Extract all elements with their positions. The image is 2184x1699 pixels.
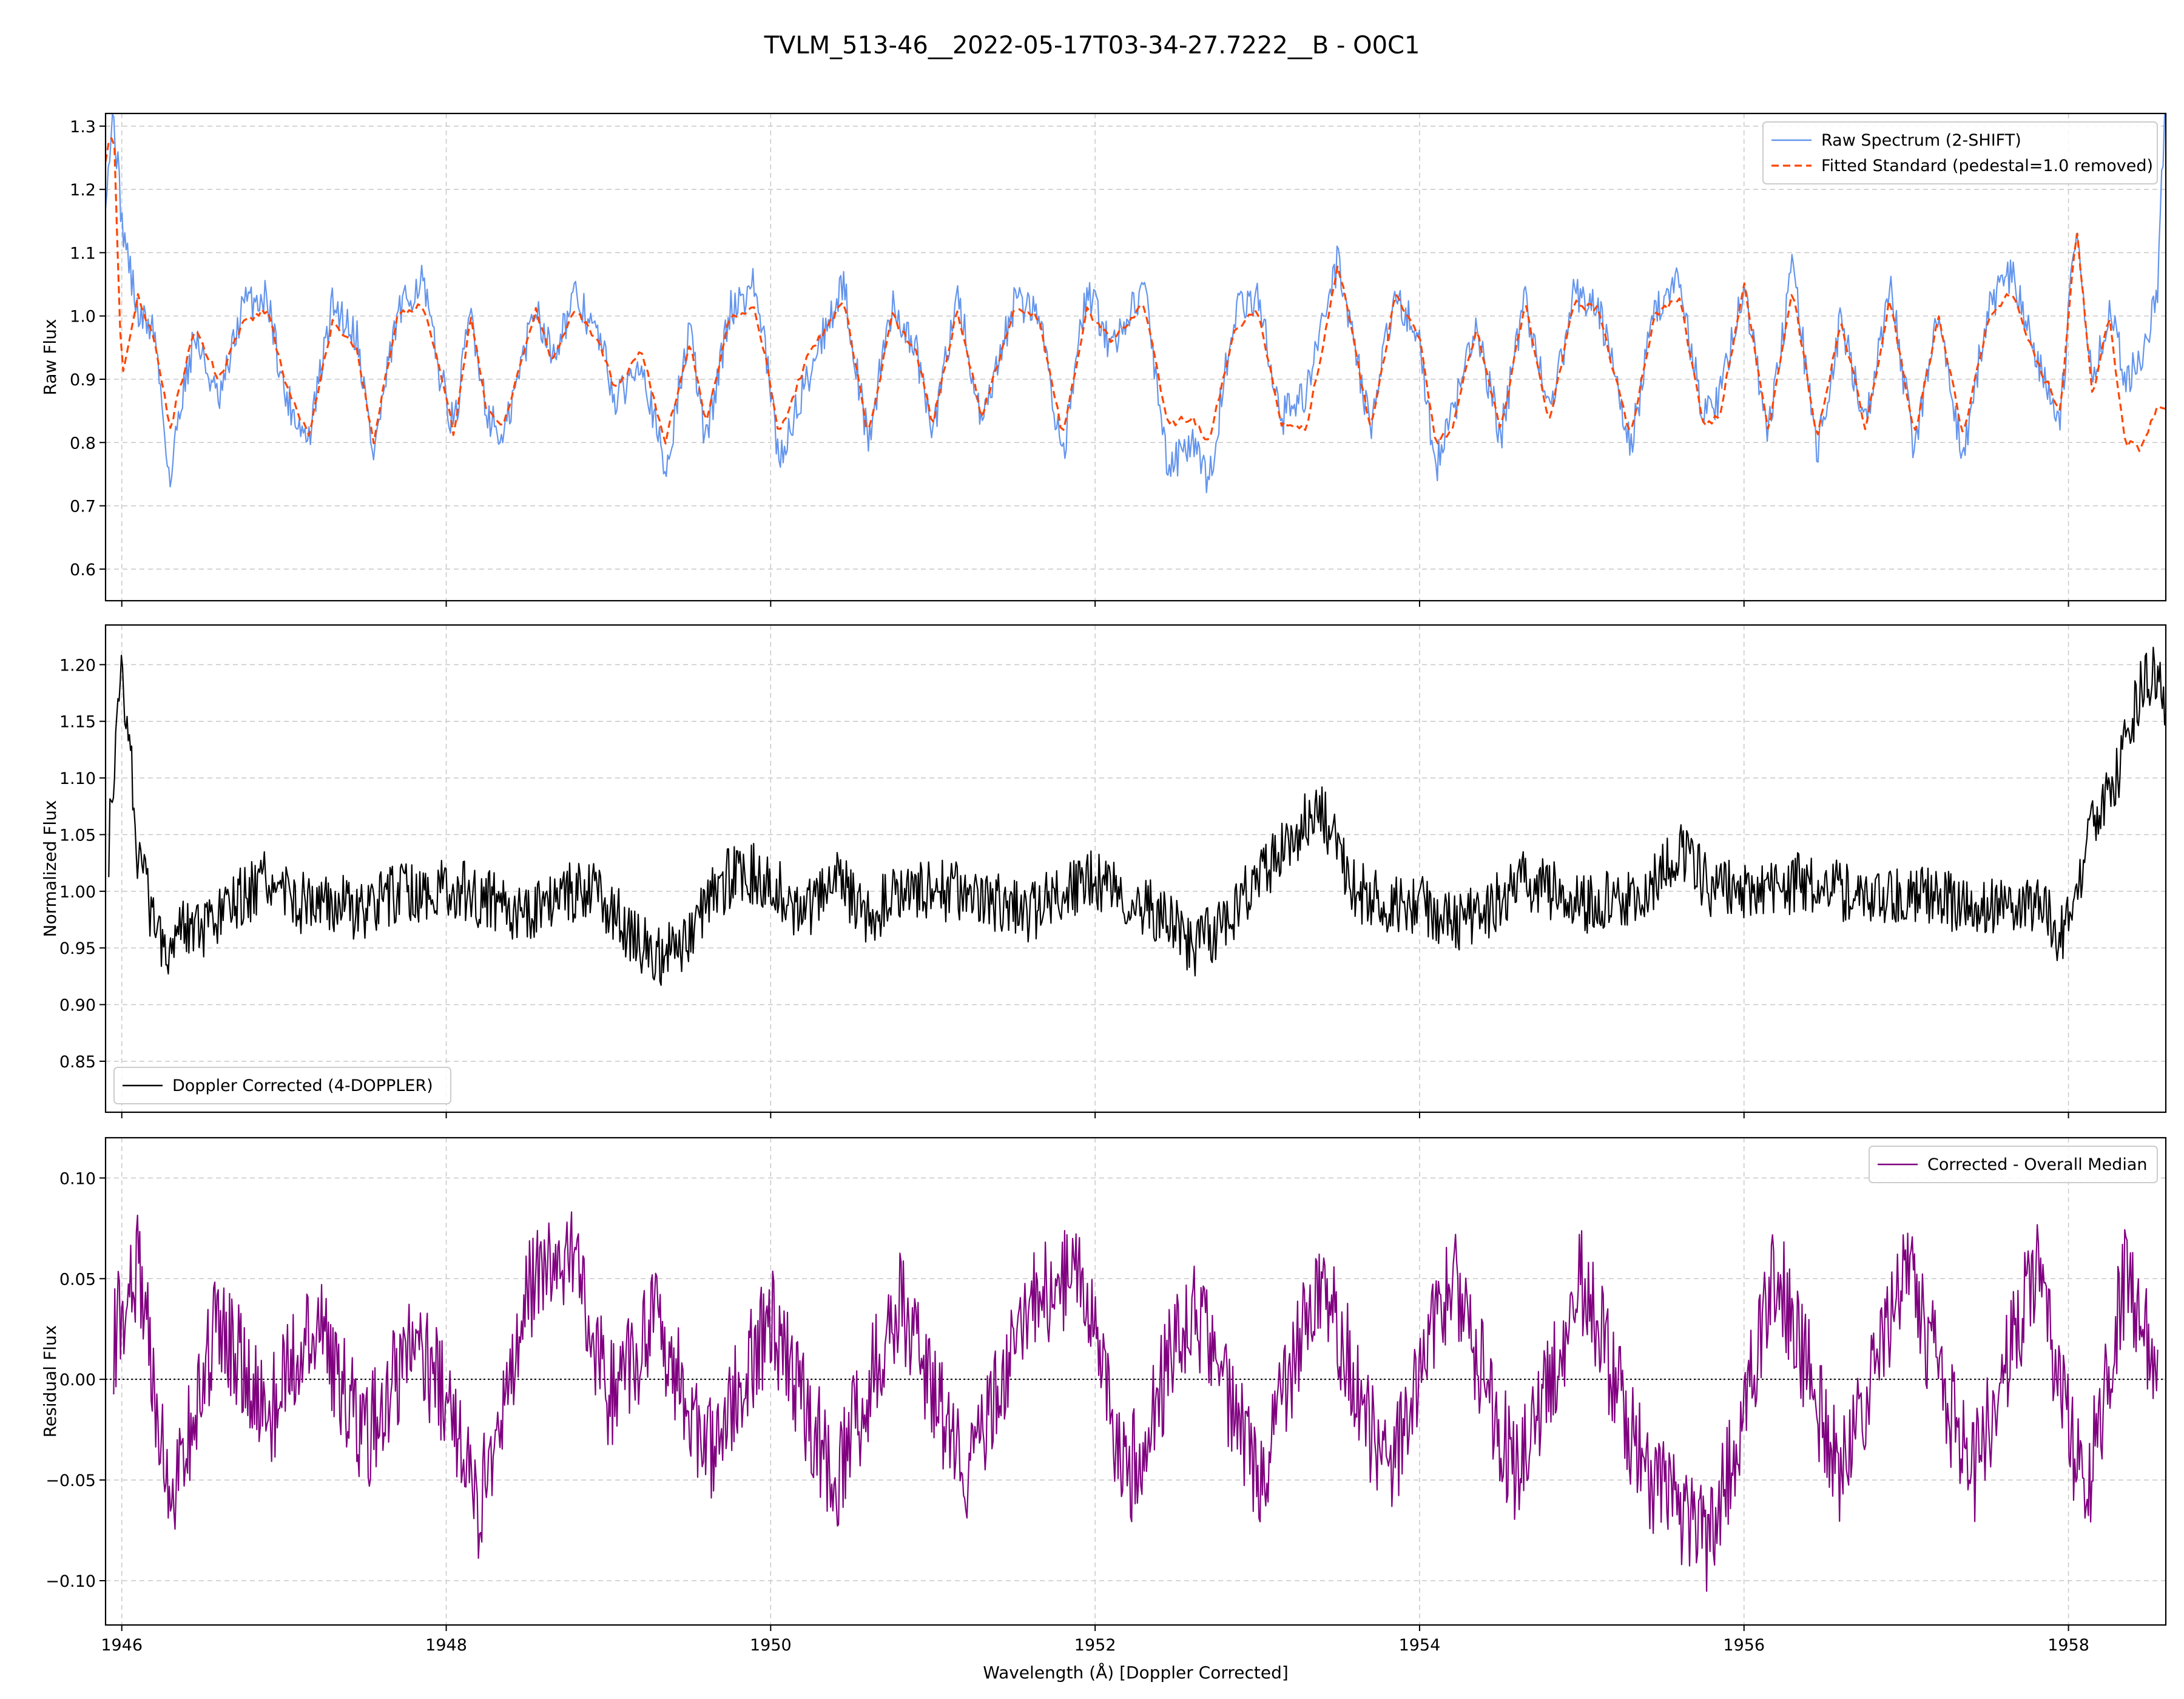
ytick-label: 0.00	[59, 1371, 96, 1390]
ytick-label: 1.10	[59, 769, 96, 788]
ytick-label: 0.10	[59, 1169, 96, 1188]
ytick-label: 1.3	[70, 118, 96, 137]
ytick-label: 1.15	[59, 713, 96, 732]
ytick-label: 0.85	[59, 1053, 96, 1072]
xtick-label: 1958	[2048, 1636, 2089, 1655]
xtick-label: 1952	[1074, 1636, 1116, 1655]
legend-top: Raw Spectrum (2-SHIFT) Fitted Standard (p…	[1762, 121, 2158, 184]
ytick-label: 0.8	[70, 434, 96, 453]
ylabel-top: Raw Flux	[40, 319, 60, 396]
series-line-middle-0	[108, 646, 2166, 986]
axes-frame	[104, 1137, 2167, 1626]
series-line-top-0	[106, 113, 2166, 493]
xtick-label: 1948	[425, 1636, 467, 1655]
ytick-label: 1.00	[59, 883, 96, 902]
ytick-label: 1.05	[59, 826, 96, 845]
ytick-label: 0.05	[59, 1270, 96, 1289]
xtick-label: 1946	[101, 1636, 143, 1655]
ytick-label: 0.7	[70, 498, 96, 516]
panel-top: 0.6 0.7 0.8 0.9 1.0 1.1 1.2 1.3 Raw Flux Raw Spec…	[40, 112, 2167, 607]
ylabel-bottom: Residual Flux	[40, 1325, 60, 1437]
panels: 0.6 0.7 0.8 0.9 1.0 1.1 1.2 1.3 Raw Flux Raw Spec…	[40, 112, 2167, 1683]
panel-bottom: −0.10 −0.05 0.00 0.05 0.10 1946 1948 1950 1952 19…	[40, 1137, 2167, 1683]
ytick-label: 1.20	[59, 656, 96, 675]
ytick-label: 1.1	[70, 244, 96, 263]
ytick-label: 1.0	[70, 308, 96, 326]
panel-middle: 0.85 0.90 0.95 1.00 1.05 1.10 1.15 1.20 Normaliz…	[40, 624, 2167, 1118]
legend-label: Doppler Corrected (4-DOPPLER)	[172, 1076, 433, 1095]
legend-box	[113, 1067, 451, 1104]
ylabel-middle: Normalized Flux	[40, 800, 60, 937]
figure-title: TVLM_513-46__2022-05-17T03-34-27.7222__B…	[764, 32, 1420, 59]
ytick-label: 0.9	[70, 371, 96, 390]
series-line-bottom-0	[113, 1211, 2159, 1592]
axes-frame	[104, 112, 2167, 602]
legend-label: Fitted Standard (pedestal=1.0 removed)	[1821, 157, 2153, 175]
ytick-label: 0.6	[70, 561, 96, 579]
xlabel: Wavelength (Å) [Doppler Corrected]	[983, 1662, 1289, 1683]
legend-bottom: Corrected - Overall Median	[1869, 1146, 2158, 1183]
legend-box	[1762, 121, 2158, 184]
axes-frame	[104, 624, 2167, 1113]
legend-box	[1869, 1146, 2158, 1183]
xtick-label: 1954	[1399, 1636, 1441, 1655]
legend-middle: Doppler Corrected (4-DOPPLER)	[113, 1067, 451, 1104]
ytick-label: 0.90	[59, 996, 96, 1015]
ytick-label: 0.95	[59, 939, 96, 958]
xtick-label: 1956	[1723, 1636, 1765, 1655]
ytick-label: 1.2	[70, 181, 96, 200]
xtick-label: 1950	[750, 1636, 792, 1655]
legend-label: Raw Spectrum (2-SHIFT)	[1821, 131, 2021, 150]
ytick-label: −0.10	[46, 1572, 96, 1591]
ytick-label: −0.05	[46, 1471, 96, 1490]
legend-label: Corrected - Overall Median	[1927, 1155, 2147, 1174]
series-line-top-1	[106, 137, 2166, 452]
